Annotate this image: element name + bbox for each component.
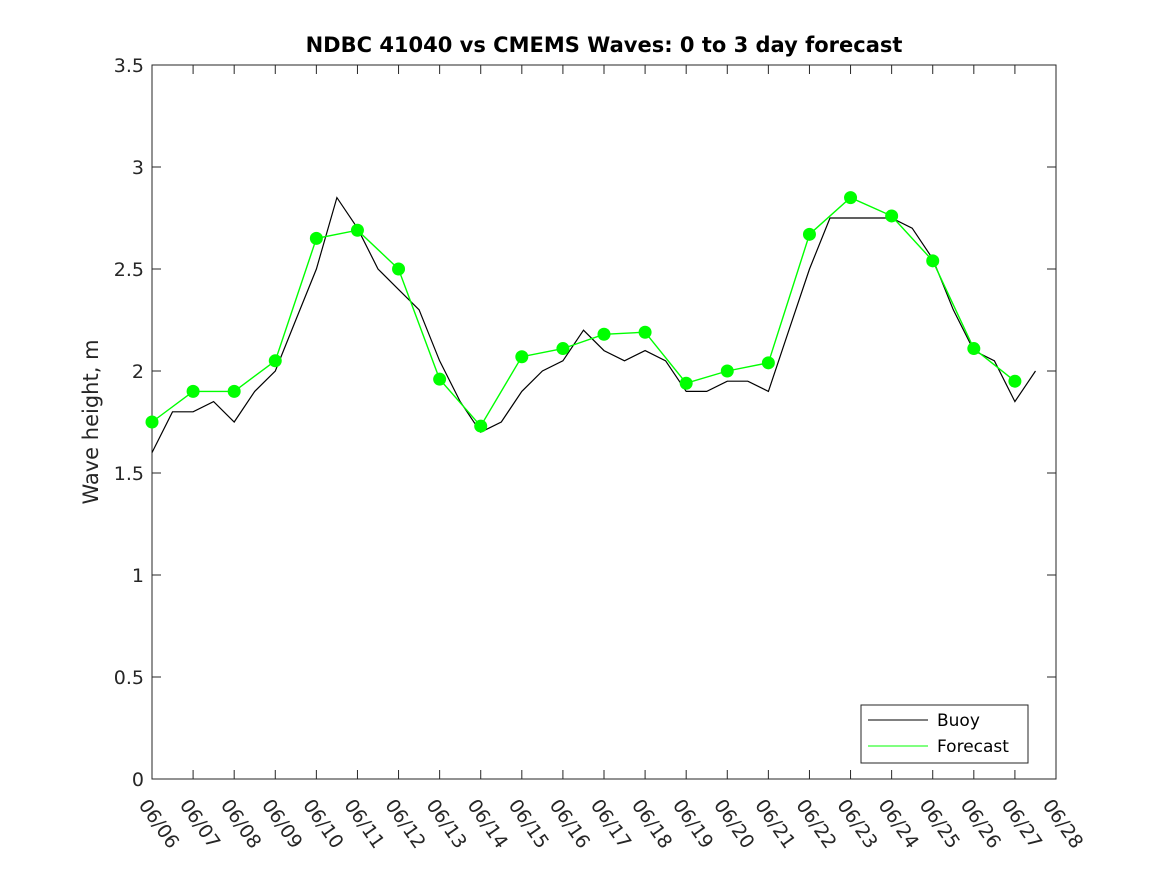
legend-label-buoy: Buoy	[937, 711, 980, 731]
x-tick-label: 06/11	[339, 795, 388, 852]
forecast-point	[392, 262, 406, 276]
legend: Buoy Forecast	[860, 704, 1029, 764]
y-axis-ticks: 0 0.5 1 1.5 2 2.5 3 3.5	[114, 55, 1056, 791]
y-tick-label: 0	[132, 769, 144, 791]
forecast-point	[967, 342, 981, 356]
forecast-point	[186, 384, 200, 398]
x-tick-label: 06/27	[997, 795, 1046, 852]
chart-title: NDBC 41040 vs CMEMS Waves: 0 to 3 day fo…	[306, 33, 903, 57]
x-tick-label: 06/21	[750, 795, 799, 852]
x-tick-label: 06/26	[956, 795, 1005, 852]
forecast-point	[679, 376, 693, 390]
forecast-point	[885, 209, 899, 223]
x-tick-label: 06/23	[832, 795, 881, 852]
x-tick-label: 06/28	[1038, 795, 1087, 852]
y-tick-label: 3.5	[114, 55, 144, 77]
forecast-point	[844, 191, 858, 205]
y-axis-label: Wave height, m	[79, 339, 103, 504]
x-tick-label: 06/06	[134, 795, 183, 852]
y-tick-label: 3	[132, 157, 144, 179]
x-tick-label: 06/09	[257, 795, 306, 852]
x-tick-label: 06/18	[627, 795, 676, 852]
forecast-point	[515, 350, 529, 364]
forecast-point	[309, 231, 323, 245]
forecast-point	[350, 223, 364, 237]
plot-area	[151, 64, 1057, 780]
x-tick-label: 06/20	[709, 795, 758, 852]
legend-label-forecast: Forecast	[937, 737, 1009, 757]
x-tick-label: 06/25	[915, 795, 964, 852]
y-tick-label: 1	[132, 565, 144, 587]
y-tick-label: 1.5	[114, 463, 144, 485]
forecast-point	[638, 325, 652, 339]
x-tick-label: 06/10	[298, 795, 347, 852]
legend-box	[860, 704, 1029, 764]
x-tick-label: 06/07	[175, 795, 224, 852]
forecast-point	[268, 354, 282, 368]
x-tick-label: 06/24	[874, 795, 923, 852]
forecast-point	[1008, 374, 1022, 388]
x-tick-label: 06/17	[586, 795, 635, 852]
y-tick-label: 0.5	[114, 667, 144, 689]
x-tick-label: 06/19	[668, 795, 717, 852]
forecast-point	[926, 254, 940, 268]
series-layer	[145, 191, 1036, 453]
x-tick-label: 06/15	[504, 795, 553, 852]
series-line-forecast	[151, 196, 1016, 428]
x-tick-label: 06/14	[463, 795, 512, 852]
forecast-point	[597, 327, 611, 341]
forecast-point	[720, 364, 734, 378]
x-tick-label: 06/22	[791, 795, 840, 852]
x-tick-label: 06/13	[422, 795, 471, 852]
forecast-point	[433, 372, 447, 386]
forecast-point	[145, 415, 159, 429]
x-tick-label: 06/12	[380, 795, 429, 852]
forecast-point	[802, 227, 816, 241]
y-tick-label: 2.5	[114, 259, 144, 281]
x-tick-label: 06/08	[216, 795, 265, 852]
x-tick-label: 06/16	[545, 795, 594, 852]
forecast-point	[556, 342, 570, 356]
forecast-point	[227, 384, 241, 398]
y-tick-label: 2	[132, 361, 144, 383]
forecast-point	[474, 419, 488, 433]
forecast-point	[761, 356, 775, 370]
